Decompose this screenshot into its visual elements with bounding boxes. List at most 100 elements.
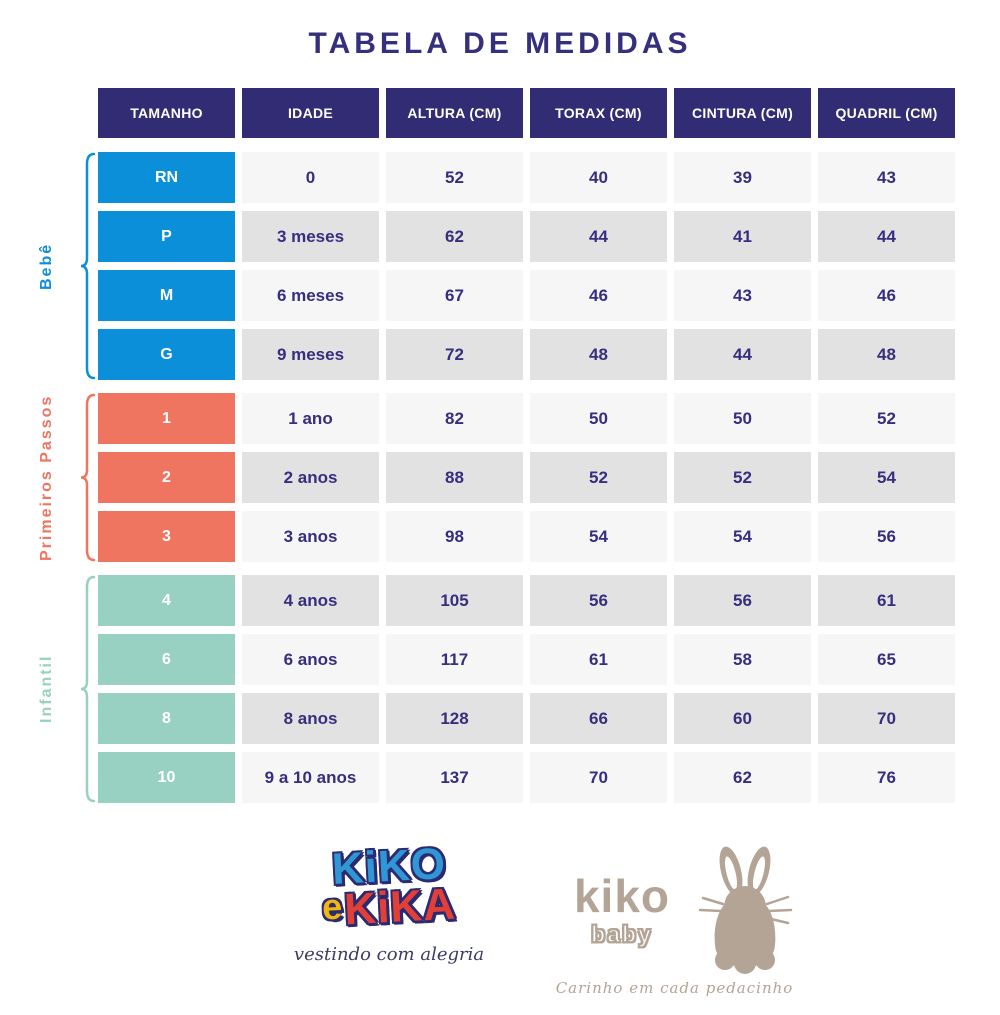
torax-cell: 66 (530, 693, 667, 744)
kiko-baby-main: kiko baby (552, 845, 797, 975)
column-header-idade: IDADE (242, 88, 379, 138)
idade-cell: 9 a 10 anos (242, 752, 379, 803)
bunny-icon (698, 846, 793, 974)
cintura-cell: 44 (674, 329, 811, 380)
table-row: RN 0 52 40 39 43 (98, 152, 955, 203)
group-label-infantil: Infantil (38, 654, 55, 724)
altura-cell: 67 (386, 270, 523, 321)
altura-cell: 52 (386, 152, 523, 203)
cintura-cell: 50 (674, 393, 811, 444)
idade-cell: 3 meses (242, 211, 379, 262)
torax-cell: 48 (530, 329, 667, 380)
quadril-cell: 44 (818, 211, 955, 262)
idade-cell: 0 (242, 152, 379, 203)
table-row: 8 8 anos 128 66 60 70 (98, 693, 955, 744)
cintura-cell: 43 (674, 270, 811, 321)
kiko-e-kika-tagline: vestindo com alegria (293, 944, 485, 965)
altura-cell: 72 (386, 329, 523, 380)
cintura-cell: 54 (674, 511, 811, 562)
size-cell: M (98, 270, 235, 321)
quadril-cell: 65 (818, 634, 955, 685)
altura-cell: 128 (386, 693, 523, 744)
altura-cell: 117 (386, 634, 523, 685)
quadril-cell: 56 (818, 511, 955, 562)
torax-cell: 50 (530, 393, 667, 444)
idade-cell: 1 ano (242, 393, 379, 444)
brace-primeiros-passos-icon (80, 393, 96, 562)
size-cell: 6 (98, 634, 235, 685)
column-header-altura: ALTURA (CM) (386, 88, 523, 138)
quadril-cell: 48 (818, 329, 955, 380)
torax-cell: 56 (530, 575, 667, 626)
size-cell: RN (98, 152, 235, 203)
brace-infantil-icon (80, 575, 96, 803)
size-cell: 3 (98, 511, 235, 562)
table-row: 1 1 ano 82 50 50 52 (98, 393, 955, 444)
size-cell: G (98, 329, 235, 380)
column-header-quadril: QUADRIL (CM) (818, 88, 955, 138)
torax-cell: 52 (530, 452, 667, 503)
kiko-baby-logo: kiko baby (552, 845, 797, 997)
quadril-cell: 46 (818, 270, 955, 321)
idade-cell: 2 anos (242, 452, 379, 503)
group-primeiros-passos: 1 1 ano 82 50 50 52 2 2 anos 88 52 52 54… (98, 393, 955, 562)
kiko-e-kika-logo: KiKO eKiKA vestindo com alegria (283, 839, 495, 965)
idade-cell: 8 anos (242, 693, 379, 744)
size-cell: 10 (98, 752, 235, 803)
kiko-baby-words: kiko baby (552, 845, 692, 948)
group-label-primeiros-passos: Primeiros Passos (38, 394, 55, 561)
cintura-cell: 60 (674, 693, 811, 744)
size-cell: 2 (98, 452, 235, 503)
cintura-cell: 58 (674, 634, 811, 685)
torax-cell: 40 (530, 152, 667, 203)
e-letter: e (321, 885, 344, 928)
quadril-cell: 52 (818, 393, 955, 444)
altura-cell: 98 (386, 511, 523, 562)
idade-cell: 9 meses (242, 329, 379, 380)
table-row: 10 9 a 10 anos 137 70 62 76 (98, 752, 955, 803)
quadril-cell: 54 (818, 452, 955, 503)
quadril-cell: 70 (818, 693, 955, 744)
cintura-cell: 41 (674, 211, 811, 262)
cintura-cell: 52 (674, 452, 811, 503)
baby-wordmark: baby (590, 920, 653, 948)
kiko-baby-wordmark: kiko (573, 870, 671, 922)
column-header-tamanho: TAMANHO (98, 88, 235, 138)
table-row: 4 4 anos 105 56 56 61 (98, 575, 955, 626)
kiko-baby-tagline: Carinho em cada pedacinho (555, 979, 794, 997)
altura-cell: 105 (386, 575, 523, 626)
altura-cell: 82 (386, 393, 523, 444)
table-row: 6 6 anos 117 61 58 65 (98, 634, 955, 685)
cintura-cell: 56 (674, 575, 811, 626)
table-row: 3 3 anos 98 54 54 56 (98, 511, 955, 562)
kika-wordmark: eKiKA (321, 879, 458, 935)
cintura-cell: 62 (674, 752, 811, 803)
size-cell: P (98, 211, 235, 262)
table-header-row: TAMANHO IDADE ALTURA (CM) TORAX (CM) CIN… (98, 88, 955, 138)
quadril-cell: 61 (818, 575, 955, 626)
group-label-bebe: Bebê (38, 242, 55, 290)
table-row: G 9 meses 72 48 44 48 (98, 329, 955, 380)
size-cell: 1 (98, 393, 235, 444)
idade-cell: 4 anos (242, 575, 379, 626)
torax-cell: 54 (530, 511, 667, 562)
altura-cell: 88 (386, 452, 523, 503)
torax-cell: 46 (530, 270, 667, 321)
table-row: M 6 meses 67 46 43 46 (98, 270, 955, 321)
column-header-cintura: CINTURA (CM) (674, 88, 811, 138)
altura-cell: 137 (386, 752, 523, 803)
size-cell: 4 (98, 575, 235, 626)
quadril-cell: 43 (818, 152, 955, 203)
measurements-table: Bebê Primeiros Passos Infantil TAMANHO I… (38, 88, 955, 803)
torax-cell: 70 (530, 752, 667, 803)
footer: KiKO eKiKA vestindo com alegria kiko bab… (0, 839, 1000, 1015)
group-infantil: 4 4 anos 105 56 56 61 6 6 anos 117 61 58… (98, 575, 955, 803)
torax-cell: 61 (530, 634, 667, 685)
table-row: 2 2 anos 88 52 52 54 (98, 452, 955, 503)
cintura-cell: 39 (674, 152, 811, 203)
brace-bebe-icon (80, 152, 96, 380)
group-bebe: RN 0 52 40 39 43 P 3 meses 62 44 41 44 M… (98, 152, 955, 380)
size-cell: 8 (98, 693, 235, 744)
column-header-torax: TORAX (CM) (530, 88, 667, 138)
